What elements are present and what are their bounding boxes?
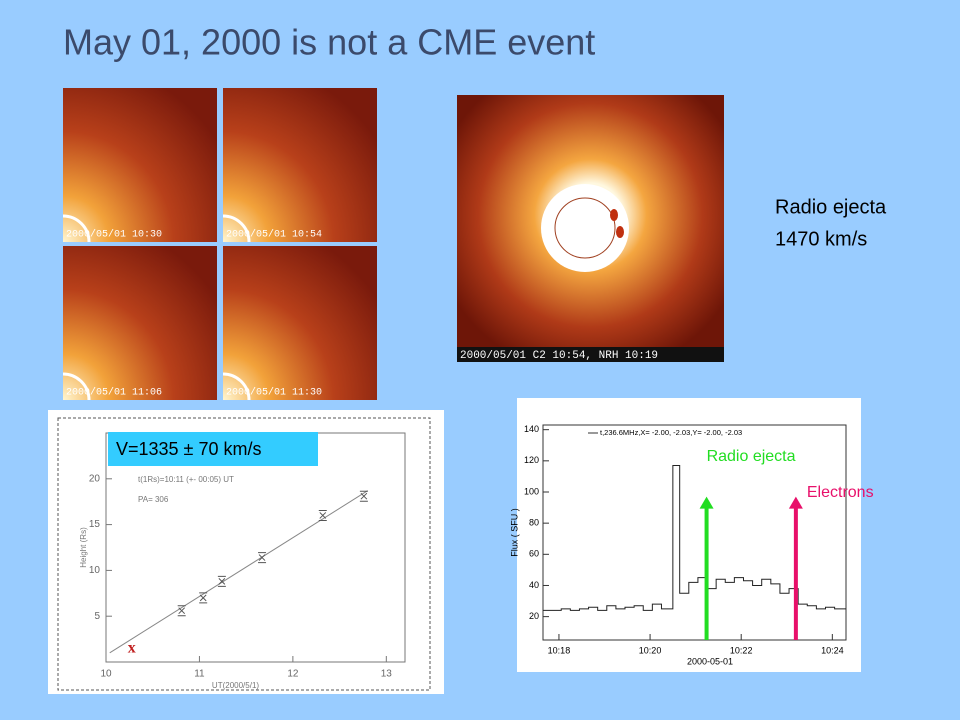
radio-note: 1470 km/s xyxy=(775,228,867,250)
y-tick-label: 100 xyxy=(524,486,539,496)
caption-bar xyxy=(457,347,724,362)
y-tick-label: 15 xyxy=(89,519,101,530)
composite-caption: 2000/05/01 C2 10:54, NRH 10:19 xyxy=(460,350,658,362)
y-tick-label: 20 xyxy=(89,473,101,484)
radio-source xyxy=(616,226,624,238)
plot-area xyxy=(542,424,847,641)
lasco-frame xyxy=(223,246,377,400)
lasco-frame xyxy=(63,88,217,242)
x-tick-label: 10 xyxy=(100,669,112,680)
radio-source xyxy=(610,209,618,221)
data-point xyxy=(217,575,226,587)
velocity-box xyxy=(108,432,318,466)
arrow-head xyxy=(699,496,714,509)
y-tick-label: 40 xyxy=(529,580,539,590)
y-tick-label: 10 xyxy=(89,565,101,576)
x-tick-label: 12 xyxy=(287,669,299,680)
y-tick-label: 80 xyxy=(529,518,539,528)
occulter-arc xyxy=(222,214,251,243)
occulter xyxy=(541,184,629,272)
lasco-frame xyxy=(223,88,377,242)
title: May 01, 2000 is not a CME event xyxy=(63,22,595,63)
x-tick-label: 10:18 xyxy=(548,645,571,655)
y-tick-label: 60 xyxy=(529,549,539,559)
data-point xyxy=(258,552,267,564)
data-point xyxy=(318,509,327,521)
x-tick-label: 10:24 xyxy=(821,645,844,655)
occulter-arc xyxy=(62,214,91,243)
frame-timestamp: 2000/05/01 11:06 xyxy=(66,387,162,399)
occulter-arc xyxy=(222,372,251,401)
dashed-border xyxy=(57,417,431,691)
x-axis-label: UT(2000/5/1) xyxy=(212,681,259,690)
y-axis-label: Flux ( SFU ) xyxy=(509,508,519,557)
arrow-head xyxy=(788,496,803,509)
annotation: PA= 306 xyxy=(138,495,169,504)
frame-timestamp: 2000/05/01 10:30 xyxy=(66,229,162,241)
height-plot: 10 11 12 13 5 10 15 20 UT(2000/5/1) Height (Rs) x t… xyxy=(79,432,406,690)
radio-note: Radio ejecta xyxy=(775,196,887,218)
x-tick-label: 10:20 xyxy=(639,645,662,655)
legend: t,236.6MHz,X= -2.00, -2.03,Y= -2.00, -2.… xyxy=(600,428,742,437)
x-tick-label: 10:22 xyxy=(730,645,753,655)
y-tick-label: 140 xyxy=(524,424,539,434)
flux-plot: 10:18 10:20 10:22 10:24 20 40 60 80 100 120 140 200… xyxy=(509,424,873,666)
flux-line xyxy=(543,465,846,611)
start-marker: x xyxy=(128,640,136,657)
y-tick-label: 120 xyxy=(524,455,539,465)
x-tick-label: 11 xyxy=(194,669,205,680)
x-axis-label: 2000-05-01 xyxy=(687,656,733,666)
data-point xyxy=(359,490,368,502)
y-tick-label: 5 xyxy=(94,611,100,622)
arrow-label: Electrons xyxy=(807,484,874,501)
frame-timestamp: 2000/05/01 10:54 xyxy=(226,229,322,241)
y-tick-label: 20 xyxy=(529,611,539,621)
limb xyxy=(554,197,616,259)
lasco-grid: 2000/05/01 10:30 2000/05/01 10:54 2000/05/… xyxy=(62,88,377,401)
arrow-label: Radio ejecta xyxy=(707,448,796,465)
y-axis-label: Height (Rs) xyxy=(79,527,88,568)
occulter-arc xyxy=(62,372,91,401)
data-point xyxy=(199,592,208,604)
frame-timestamp: 2000/05/01 11:30 xyxy=(226,387,322,399)
flux-plot-frame xyxy=(517,398,861,672)
lasco-frame xyxy=(63,246,217,400)
x-tick-label: 13 xyxy=(381,669,393,680)
data-point xyxy=(177,605,186,617)
velocity-label: V=1335 ± 70 km/s xyxy=(116,439,261,459)
annotation: t(1Rs)=10:11 (+- 00:05) UT xyxy=(138,475,234,484)
